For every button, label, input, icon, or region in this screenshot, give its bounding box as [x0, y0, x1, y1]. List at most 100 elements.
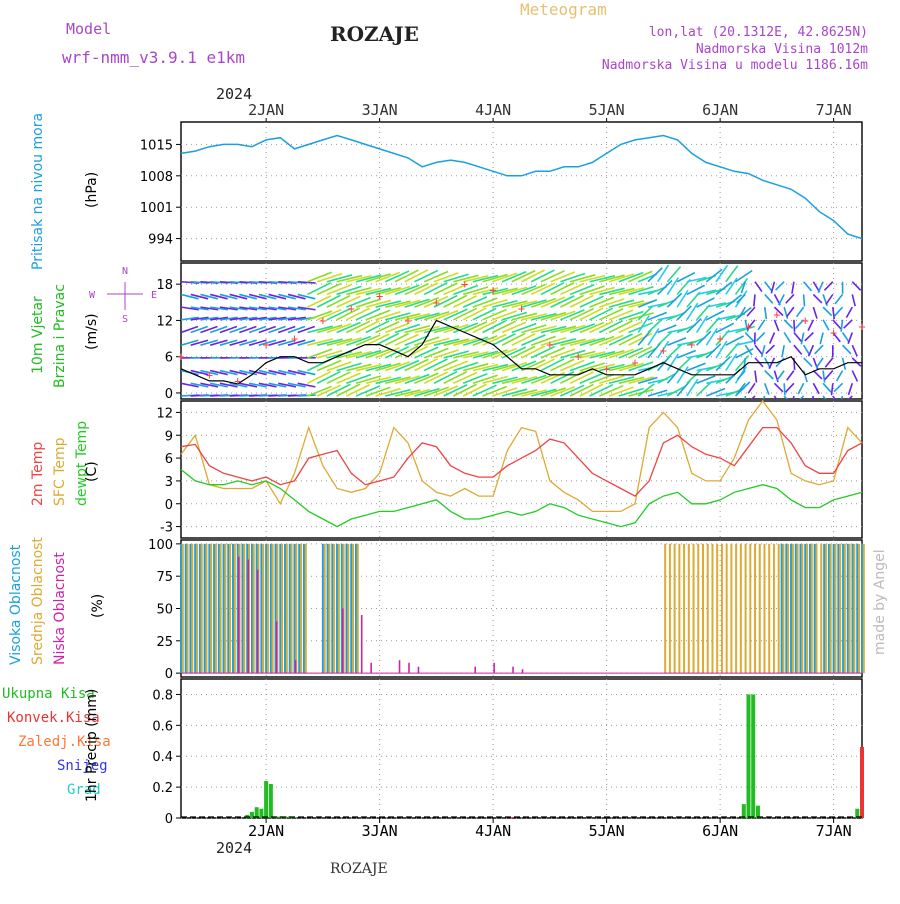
wind-ylabel-1: 10m Vjetar — [30, 296, 46, 374]
pressure-unit: (hPa) — [84, 172, 100, 208]
lonlat-label: lon,lat (20.1312E, 42.8625N) — [649, 25, 868, 40]
gust-marker: + — [206, 368, 213, 382]
x-tick-label-top: 2JAN — [248, 101, 284, 119]
y-tick-label: 994 — [148, 233, 173, 248]
precip-label-text: 1hr Precip — [84, 731, 100, 802]
total-precip-bar — [269, 784, 273, 818]
wind-arrow — [298, 395, 316, 396]
wind-arrow — [794, 320, 795, 332]
y-tick-label: 0 — [165, 387, 173, 402]
model-elevation-label: Nadmorska Visina u modelu 1186.16m — [602, 58, 868, 73]
total-precip-bar — [751, 694, 755, 818]
x-tick-label-top: 3JAN — [362, 101, 398, 119]
high-cloud-ylabel: Visoka Oblacnost — [8, 544, 24, 665]
gust-marker: + — [830, 326, 837, 340]
gust-marker: + — [404, 313, 411, 327]
gust-marker: + — [291, 332, 298, 346]
y-tick-label: 6 — [165, 452, 173, 467]
x-tick-label-top: 4JAN — [475, 101, 511, 119]
x-tick-label-bottom: 7JAN — [816, 822, 852, 840]
gust-marker: + — [461, 277, 468, 291]
gust-marker: + — [263, 338, 270, 352]
gust-marker: + — [234, 374, 241, 388]
credit-label: made by Angel — [872, 549, 888, 655]
sfc-temp-ylabel: SFC Temp — [52, 437, 68, 506]
gust-marker: + — [490, 283, 497, 297]
wind-ylabel-2: Brzina i Pravac — [52, 284, 68, 388]
station-title: ROZAJE — [330, 22, 419, 46]
wind-arrow — [804, 294, 805, 306]
y-tick-label: 0 — [165, 498, 173, 513]
y-tick-label: -3 — [160, 521, 173, 536]
year-bottom: 2024 — [216, 839, 252, 857]
y-tick-label: 0.4 — [152, 750, 173, 765]
y-tick-label: 3 — [165, 475, 173, 490]
precip-legend-item: Ukupna Kisa — [2, 686, 95, 702]
year-top: 2024 — [216, 85, 252, 103]
panel-frame-0 — [181, 122, 862, 261]
t2m-ylabel: 2m Temp — [30, 442, 46, 506]
y-tick-label: 0 — [165, 667, 173, 682]
x-tick-label-top: 5JAN — [589, 101, 625, 119]
panel-frame-2 — [181, 401, 862, 538]
y-tick-label: 1001 — [140, 201, 173, 216]
y-tick-label: 25 — [156, 635, 173, 650]
model-value: wrf-nmm_v3.9.1 e1km — [62, 48, 245, 67]
x-tick-label-bottom: 5JAN — [589, 822, 625, 840]
y-tick-label: 75 — [156, 570, 173, 585]
x-tick-label-top: 6JAN — [702, 101, 738, 119]
x-tick-label-top: 7JAN — [816, 101, 852, 119]
compass-s: S — [122, 314, 128, 325]
compass-e: E — [151, 290, 157, 301]
gust-marker: + — [348, 301, 355, 315]
gust-marker: + — [660, 344, 667, 358]
y-tick-label: 50 — [156, 603, 173, 618]
y-tick-label: 0.6 — [152, 719, 173, 734]
gust-marker: + — [745, 319, 752, 333]
cloud-unit: (%) — [90, 594, 106, 618]
y-tick-label: 6 — [165, 351, 173, 366]
mid-cloud-ylabel: Srednja Oblacnost — [30, 537, 46, 665]
total-precip-bar — [747, 694, 751, 818]
y-tick-label: 1015 — [140, 138, 173, 153]
y-tick-label: 0.8 — [152, 688, 173, 703]
gust-marker: + — [717, 332, 724, 346]
gust-marker: + — [433, 295, 440, 309]
model-label: Model — [66, 20, 111, 38]
wind-unit: (m/s) — [84, 313, 100, 350]
bottom-title: ROZAJE — [330, 861, 388, 877]
gust-marker: + — [518, 301, 525, 315]
compass-n: N — [122, 266, 128, 277]
wind-arrow — [784, 383, 785, 395]
y-tick-label: 18 — [156, 278, 173, 293]
x-tick-label-bottom: 3JAN — [362, 822, 398, 840]
gust-marker: + — [773, 307, 780, 321]
y-tick-label: 0 — [165, 812, 173, 827]
gust-marker: + — [546, 338, 553, 352]
precip-ylabel: 1hr Precip (mm) — [84, 689, 100, 802]
panel-frame-4 — [181, 679, 862, 818]
gust-marker: + — [376, 289, 383, 303]
y-tick-label: 12 — [156, 406, 173, 421]
gust-marker: + — [575, 350, 582, 364]
total-precip-bar — [756, 806, 760, 818]
gust-marker: + — [319, 313, 326, 327]
meteogram-title: Meteogram — [520, 0, 607, 19]
conv-precip-bar — [860, 747, 864, 818]
x-tick-label-bottom: 2JAN — [248, 822, 284, 840]
low-cloud-ylabel: Niska Oblacnost — [52, 552, 68, 665]
gust-marker: + — [177, 350, 184, 364]
total-precip-bar — [264, 781, 268, 818]
y-tick-label: 0.2 — [152, 781, 173, 796]
gust-marker: + — [603, 362, 610, 376]
x-tick-label-bottom: 6JAN — [702, 822, 738, 840]
y-tick-label: 12 — [156, 314, 173, 329]
precip-unit: (mm) — [84, 689, 100, 727]
total-precip-bar — [255, 807, 259, 818]
total-precip-bar — [742, 804, 746, 818]
pressure-ylabel: Pritisak na nivou mora — [30, 113, 46, 270]
elevation-label: Nadmorska Visina 1012m — [696, 42, 868, 57]
compass-w: W — [89, 290, 96, 301]
